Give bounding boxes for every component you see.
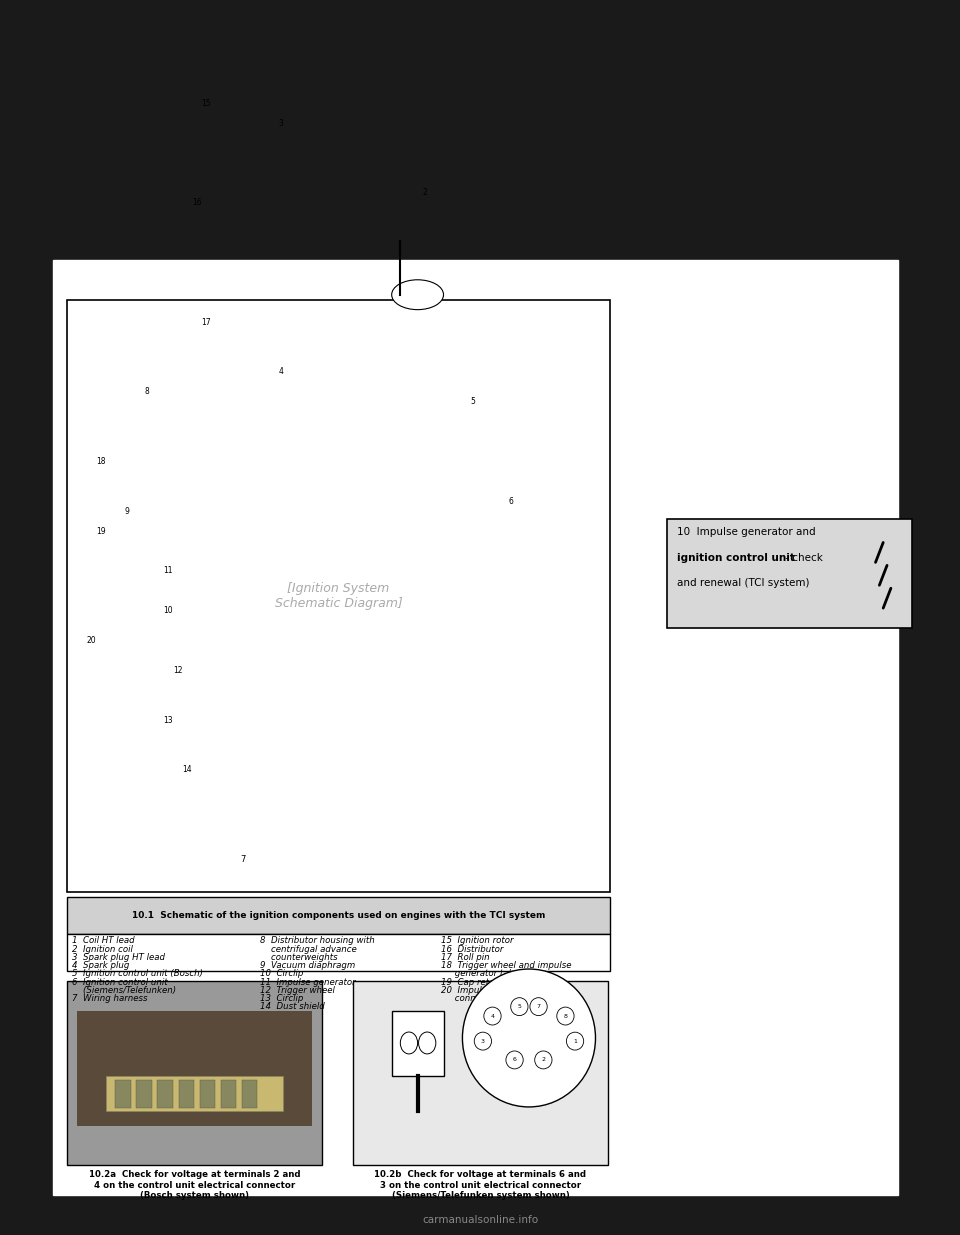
Ellipse shape	[566, 1032, 584, 1050]
Text: ignition control unit: ignition control unit	[677, 553, 795, 563]
Text: 7: 7	[240, 855, 246, 863]
Bar	[667, 519, 912, 629]
Text: 10  Circlip: 10 Circlip	[260, 969, 303, 978]
Text: 4: 4	[278, 367, 283, 377]
Ellipse shape	[511, 998, 528, 1015]
Text: 9: 9	[125, 506, 130, 515]
Ellipse shape	[530, 998, 547, 1015]
Text: 13: 13	[163, 715, 173, 725]
Bar	[136, 1079, 152, 1108]
Text: 4: 4	[491, 1014, 494, 1019]
Text: 11: 11	[163, 567, 173, 576]
Text: 1: 1	[573, 1039, 577, 1044]
Ellipse shape	[400, 1032, 418, 1053]
Ellipse shape	[535, 1051, 552, 1068]
Text: 8: 8	[144, 388, 149, 396]
Text: 10.1  Schematic of the ignition components used on engines with the TCI system: 10.1 Schematic of the ignition component…	[132, 911, 545, 920]
Text: 17  Roll pin: 17 Roll pin	[442, 952, 491, 962]
Text: centrifugal advance: centrifugal advance	[260, 945, 356, 953]
Bar	[77, 1011, 312, 1125]
Bar	[179, 1079, 194, 1108]
FancyBboxPatch shape	[53, 259, 898, 1195]
Text: 6: 6	[509, 496, 514, 505]
Text: counterweights: counterweights	[260, 952, 337, 962]
Text: (Siemens/Telefunken): (Siemens/Telefunken)	[72, 986, 176, 995]
Text: 2: 2	[422, 188, 427, 198]
Text: 8  Distributor housing with: 8 Distributor housing with	[260, 936, 374, 945]
Text: [Ignition System
Schematic Diagram]: [Ignition System Schematic Diagram]	[275, 582, 402, 610]
Text: 12: 12	[173, 666, 182, 674]
Text: generator tabs: generator tabs	[442, 969, 519, 978]
Text: 5: 5	[470, 398, 475, 406]
Text: 18: 18	[96, 457, 106, 466]
Text: 16: 16	[192, 198, 202, 207]
Text: 20: 20	[86, 636, 96, 645]
Bar	[67, 934, 610, 971]
Text: 3: 3	[481, 1039, 485, 1044]
Text: 13  Circlip: 13 Circlip	[260, 994, 303, 1003]
Text: 7  Wiring harness: 7 Wiring harness	[72, 994, 148, 1003]
Text: 14  Dust shield: 14 Dust shield	[260, 1003, 324, 1011]
Text: 2: 2	[541, 1057, 545, 1062]
Text: 3: 3	[278, 119, 283, 127]
Text: 10  Impulse generator and: 10 Impulse generator and	[677, 526, 815, 536]
Ellipse shape	[557, 1007, 574, 1025]
Text: 11  Impulse generator: 11 Impulse generator	[260, 978, 355, 987]
Bar	[67, 982, 322, 1166]
Text: 8: 8	[564, 1014, 567, 1019]
Ellipse shape	[474, 1032, 492, 1050]
Text: 10: 10	[163, 606, 173, 615]
Bar	[157, 1079, 173, 1108]
Text: 14: 14	[182, 766, 192, 774]
Text: 15  Ignition rotor: 15 Ignition rotor	[442, 936, 514, 945]
Text: 18  Trigger wheel and impulse: 18 Trigger wheel and impulse	[442, 961, 572, 969]
Text: 5: 5	[517, 1004, 521, 1009]
Text: 3  Spark plug HT lead: 3 Spark plug HT lead	[72, 952, 165, 962]
Text: 17: 17	[202, 317, 211, 326]
Text: 2  Ignition coil: 2 Ignition coil	[72, 945, 132, 953]
Ellipse shape	[463, 969, 595, 1107]
Text: and renewal (TCI system): and renewal (TCI system)	[677, 578, 809, 588]
Bar	[392, 1011, 444, 1076]
Ellipse shape	[419, 1032, 436, 1053]
Text: connector: connector	[442, 994, 498, 1003]
Text: 20  Impulse generator: 20 Impulse generator	[442, 986, 537, 995]
Text: 6: 6	[513, 1057, 516, 1062]
Text: 15: 15	[202, 99, 211, 107]
Bar	[353, 982, 608, 1166]
Text: 12  Trigger wheel: 12 Trigger wheel	[260, 986, 335, 995]
Bar	[200, 1079, 215, 1108]
Bar	[221, 1079, 236, 1108]
Bar	[67, 300, 610, 892]
Text: carmanualsonline.info: carmanualsonline.info	[422, 1215, 538, 1225]
Text: 10.2b  Check for voltage at terminals 6 and
3 on the control unit electrical con: 10.2b Check for voltage at terminals 6 a…	[374, 1171, 587, 1200]
Text: 5  Ignition control unit (Bosch): 5 Ignition control unit (Bosch)	[72, 969, 203, 978]
Text: 4  Spark plug: 4 Spark plug	[72, 961, 130, 969]
Text: 16  Distributor: 16 Distributor	[442, 945, 504, 953]
Text: - check: - check	[782, 553, 824, 563]
Ellipse shape	[506, 1051, 523, 1068]
Text: 6  Ignition control unit: 6 Ignition control unit	[72, 978, 168, 987]
Text: 1  Coil HT lead: 1 Coil HT lead	[72, 936, 134, 945]
Text: 10.2a  Check for voltage at terminals 2 and
4 on the control unit electrical con: 10.2a Check for voltage at terminals 2 a…	[88, 1171, 300, 1200]
Text: 7: 7	[537, 1004, 540, 1009]
Text: 9  Vacuum diaphragm: 9 Vacuum diaphragm	[260, 961, 355, 969]
Ellipse shape	[392, 280, 444, 310]
Ellipse shape	[484, 1007, 501, 1025]
Text: 19  Cap retaining clip: 19 Cap retaining clip	[442, 978, 534, 987]
Text: 19: 19	[96, 526, 106, 536]
Bar	[242, 1079, 257, 1108]
Bar	[106, 1076, 283, 1110]
Bar	[67, 897, 610, 934]
Bar	[115, 1079, 131, 1108]
